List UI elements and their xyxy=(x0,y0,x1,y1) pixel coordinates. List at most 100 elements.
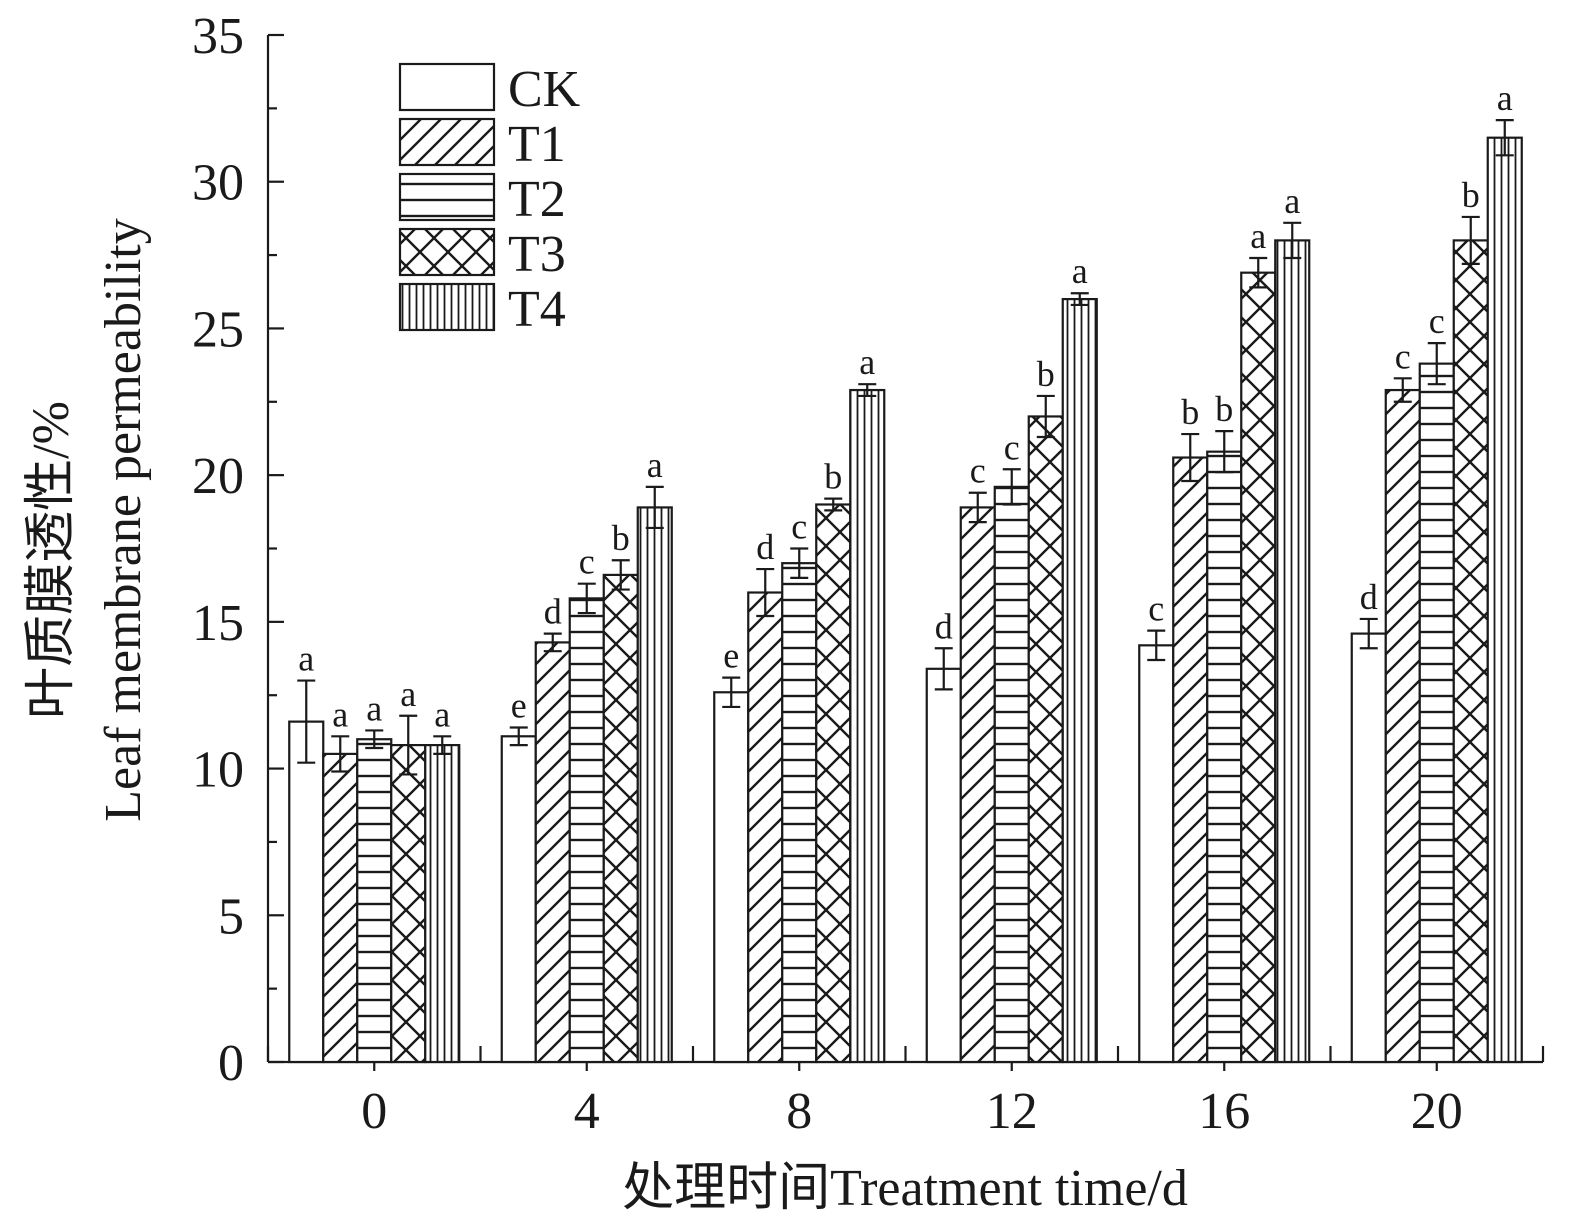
legend-label-t2: T2 xyxy=(508,171,566,228)
significance-label: c xyxy=(579,542,595,582)
significance-label: d xyxy=(756,527,774,567)
significance-label: b xyxy=(1215,389,1233,429)
error-bar xyxy=(1147,629,1166,662)
legend-label-ck: CK xyxy=(508,61,581,118)
x-axis: 0 4 8 12 16 20 xyxy=(266,1046,1545,1140)
bar-t1-day-4 xyxy=(534,641,571,1064)
bar-t1-day-8 xyxy=(747,591,784,1064)
y-tick-label: 35 xyxy=(192,8,244,65)
bar-t4-day-0 xyxy=(424,743,461,1064)
error-bar xyxy=(968,491,987,524)
legend-label-t1: T1 xyxy=(508,116,566,173)
error-bar xyxy=(1393,377,1412,403)
y-tick-label: 15 xyxy=(192,595,244,652)
legend-swatch-t4 xyxy=(398,282,496,332)
error-bar xyxy=(365,729,384,750)
bar-t3-day-16 xyxy=(1240,271,1277,1064)
bar-t2-day-0 xyxy=(356,738,393,1064)
bar-t4-day-4 xyxy=(636,506,673,1064)
error-bar xyxy=(858,383,877,398)
error-bar xyxy=(1461,215,1480,265)
significance-label: e xyxy=(723,636,739,676)
significance-label: a xyxy=(859,342,875,382)
error-bar xyxy=(1215,430,1234,474)
y-axis: 0 5 10 15 20 25 30 35 xyxy=(192,8,284,1092)
error-bar xyxy=(756,567,775,618)
significance-label: c xyxy=(1004,427,1020,467)
significance-label: a xyxy=(1250,216,1266,256)
significance-label: a xyxy=(366,688,382,728)
bar-ck-day-16 xyxy=(1138,644,1175,1064)
significance-label: d xyxy=(544,592,562,632)
bar-t3-day-4 xyxy=(602,573,639,1064)
x-tick-label: 12 xyxy=(986,1083,1038,1140)
y-tick-label: 20 xyxy=(192,448,244,505)
significance-label: c xyxy=(970,451,986,491)
legend-label-t4: T4 xyxy=(508,281,566,338)
significance-label: a xyxy=(434,694,450,734)
significance-label: c xyxy=(1395,336,1411,376)
significance-label: a xyxy=(647,445,663,485)
significance-label: a xyxy=(332,694,348,734)
error-bar xyxy=(790,547,809,579)
significance-label: e xyxy=(511,685,527,725)
bar-t3-day-0 xyxy=(390,743,427,1064)
bar-t1-day-16 xyxy=(1172,456,1209,1064)
error-bar xyxy=(1283,221,1302,260)
bar-t4-day-20 xyxy=(1486,136,1523,1064)
bar-ck-day-20 xyxy=(1350,632,1387,1064)
significance-label: c xyxy=(1429,301,1445,341)
y-axis-title: 叶质膜透性/% Leaf membrane permeability xyxy=(23,218,152,821)
error-bar xyxy=(824,497,843,512)
legend-swatch-t3 xyxy=(398,227,496,277)
bar-t4-day-8 xyxy=(849,388,886,1064)
x-tick-label: 20 xyxy=(1411,1083,1463,1140)
error-bar xyxy=(611,559,630,591)
significance-label: a xyxy=(1497,78,1513,118)
bar-t1-day-20 xyxy=(1384,388,1421,1064)
bar-t4-day-16 xyxy=(1274,239,1311,1064)
y-tick-label: 5 xyxy=(218,888,244,945)
x-tick-label: 0 xyxy=(361,1083,387,1140)
y-tick-label: 30 xyxy=(192,155,244,212)
error-bar xyxy=(1359,617,1378,650)
legend-swatch-t1 xyxy=(398,117,496,167)
bar-t2-day-12 xyxy=(993,485,1030,1064)
bar-t2-day-8 xyxy=(781,562,818,1064)
legend-swatch-t2 xyxy=(398,172,496,222)
significance-label: a xyxy=(1284,181,1300,221)
error-bar xyxy=(934,647,953,691)
significance-label: c xyxy=(791,507,807,547)
y-axis-title-en: Leaf membrane permeability xyxy=(95,218,152,821)
error-bar xyxy=(433,735,452,755)
significance-label: a xyxy=(1072,251,1088,291)
error-bar xyxy=(543,632,562,653)
error-bar xyxy=(722,676,741,709)
bar-t1-day-0 xyxy=(322,752,359,1064)
bar-t2-day-4 xyxy=(568,597,605,1064)
significance-label: a xyxy=(298,639,314,679)
bar-ck-day-8 xyxy=(713,691,750,1064)
bar-t3-day-12 xyxy=(1027,415,1064,1064)
error-bar xyxy=(1427,342,1446,386)
y-axis-title-cn: 叶质膜透性/% xyxy=(23,401,80,719)
error-bar xyxy=(1181,432,1200,483)
bar-t2-day-20 xyxy=(1418,362,1455,1064)
significance-label: b xyxy=(1181,392,1199,432)
legend-label-t3: T3 xyxy=(508,226,566,283)
y-tick-label: 25 xyxy=(192,301,244,358)
significance-label: d xyxy=(935,606,953,646)
significance-label: c xyxy=(1148,589,1164,629)
error-bar xyxy=(645,485,664,530)
bar-t3-day-20 xyxy=(1452,239,1489,1064)
error-bar xyxy=(577,582,596,615)
x-axis-title: 处理时间Treatment time/d xyxy=(622,1160,1188,1217)
x-tick-label: 4 xyxy=(574,1083,600,1140)
bar-t4-day-12 xyxy=(1061,297,1098,1064)
x-tick-label: 8 xyxy=(786,1083,812,1140)
error-bar xyxy=(297,679,316,764)
error-bar xyxy=(331,735,350,773)
